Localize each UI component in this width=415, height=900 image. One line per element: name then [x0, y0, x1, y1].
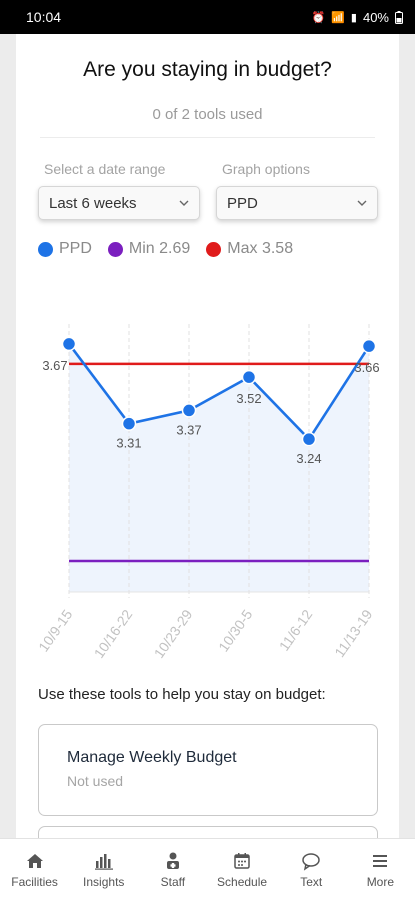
chevron-down-icon — [179, 200, 189, 206]
series-area — [69, 343, 369, 592]
x-tick-label: 10/23-29 — [151, 606, 196, 661]
graph-options-select[interactable]: PPD — [216, 186, 378, 220]
tool-name: Manage Weekly Budget — [67, 749, 237, 766]
date-range-label: Select a date range — [44, 161, 166, 177]
tool-status: Not used — [67, 773, 124, 789]
data-label: 3.24 — [296, 451, 321, 466]
nav-tab-facilities[interactable]: Facilities — [5, 851, 65, 889]
home-icon — [26, 854, 43, 868]
battery-level: 40% — [362, 9, 389, 25]
series-line-ppd — [67, 343, 371, 442]
data-point — [121, 416, 137, 431]
data-point — [181, 403, 197, 418]
x-tick-label: 11/6-12 — [276, 606, 316, 653]
nav-label: More — [366, 875, 395, 889]
x-tick-label: 11/13-19 — [331, 606, 375, 660]
menu-icon — [373, 855, 388, 867]
nav-tab-schedule[interactable]: Schedule — [212, 851, 272, 889]
wifi-icon: 📶 — [331, 11, 345, 24]
legend-label: Min 2.69 — [128, 240, 191, 257]
divider — [40, 137, 375, 138]
legend-dot — [38, 241, 53, 257]
data-label: 3.66 — [354, 360, 379, 375]
legend-item-min[interactable]: Min 2.69 — [107, 240, 191, 258]
nav-label: Facilities — [11, 875, 58, 889]
signal-icon: ▮ — [350, 11, 357, 24]
legend-label: Max 3.58 — [227, 240, 294, 257]
tools-heading: Use these tools to help you stay on budg… — [38, 686, 326, 703]
data-point — [241, 369, 257, 385]
chart-legend: PPD Min 2.69 Max 3.58 — [38, 240, 293, 258]
nav-tab-staff[interactable]: Staff — [143, 851, 203, 889]
data-point — [301, 431, 317, 447]
tools-used-count: 0 of 2 tools used — [152, 106, 263, 123]
data-label: 3.52 — [236, 391, 261, 406]
data-label: 3.67 — [42, 358, 67, 373]
graph-options-label: Graph options — [222, 161, 310, 177]
chat-bubble-icon — [302, 853, 320, 871]
chevron-down-icon — [357, 200, 367, 206]
nav-label: Insights — [83, 875, 125, 889]
ppd-line-chart: 3.67 3.31 3.37 3.52 3.24 3.66 10/9-15 10/16-22 1… — [35, 324, 380, 661]
tool-card-manage-weekly-budget[interactable]: Manage Weekly Budget Not used — [38, 724, 378, 816]
nav-label: Schedule — [217, 875, 268, 889]
graph-options-value: PPD — [227, 194, 258, 212]
legend-dot — [107, 241, 123, 257]
legend-item-ppd[interactable]: PPD — [38, 240, 92, 258]
data-point — [61, 336, 77, 352]
bar-chart-icon — [94, 854, 113, 870]
budget-card: Are you staying in budget? 0 of 2 tools … — [16, 34, 399, 854]
page-title: Are you staying in budget? — [83, 58, 332, 81]
x-tick-label: 10/30-5 — [215, 606, 255, 654]
status-bar: 10:04 ⏰ 📶 ▮ 40% — [0, 0, 415, 34]
battery-icon — [395, 10, 403, 24]
nav-label: Text — [300, 875, 323, 889]
calendar-icon — [234, 853, 250, 869]
legend-label: PPD — [59, 240, 92, 257]
date-range-value: Last 6 weeks — [49, 194, 137, 212]
date-range-select[interactable]: Last 6 weeks — [38, 186, 200, 220]
x-tick-label: 10/16-22 — [91, 606, 136, 661]
legend-item-max[interactable]: Max 3.58 — [206, 240, 293, 258]
alarm-icon: ⏰ — [311, 11, 326, 24]
status-time: 10:04 — [26, 9, 62, 25]
nav-tab-insights[interactable]: Insights — [74, 851, 134, 889]
nav-tab-more[interactable]: More — [350, 851, 410, 889]
data-label: 3.31 — [116, 436, 141, 451]
staff-icon — [166, 852, 179, 869]
data-label: 3.37 — [176, 422, 201, 437]
bottom-nav: Facilities Insights Staff Schedule Text … — [0, 838, 415, 900]
nav-tab-text[interactable]: Text — [281, 851, 341, 889]
nav-label: Staff — [160, 875, 186, 889]
x-tick-label: 10/9-15 — [35, 606, 75, 654]
data-point — [361, 338, 377, 354]
legend-dot — [206, 241, 222, 257]
